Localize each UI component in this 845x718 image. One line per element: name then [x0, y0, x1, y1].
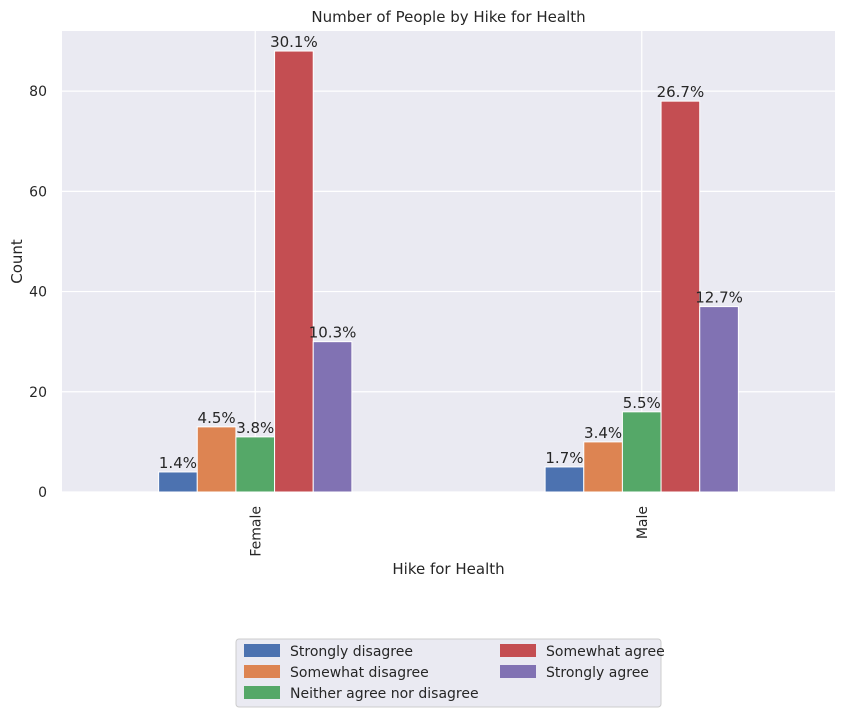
legend: Strongly disagree Somewhat disagree Neithe… [235, 638, 665, 708]
y-axis-ticks: 0 20 40 60 80 [29, 84, 47, 501]
bar-value-label: 12.7% [695, 289, 743, 307]
legend-swatch [244, 665, 280, 678]
legend-box [235, 638, 662, 708]
legend-swatch [244, 686, 280, 699]
x-tick-label: Male [635, 506, 651, 539]
bar [699, 306, 739, 493]
y-tick-label: 20 [29, 385, 47, 401]
bar-value-label: 1.7% [545, 449, 583, 467]
bar [583, 441, 623, 493]
bar-labels: 1.4% 4.5%3.8% 30.1% 10.3% 1.7%3.4%5.5% 26.7% 1… [159, 33, 743, 472]
bar-value-label: 4.5% [198, 409, 236, 427]
legend-label: Strongly disagree [290, 644, 413, 660]
legend-label: Somewhat disagree [290, 665, 429, 681]
legend-swatch [500, 644, 536, 657]
legend-swatch [500, 665, 536, 678]
bar-value-label: 30.1% [270, 33, 318, 51]
bar-value-label: 5.5% [623, 394, 661, 412]
bar-value-label: 26.7% [657, 83, 705, 101]
bar-value-label: 3.8% [236, 419, 274, 437]
bars [158, 50, 739, 493]
bar [158, 471, 198, 493]
y-tick-label: 60 [29, 184, 47, 200]
bar [660, 100, 701, 493]
y-tick-label: 40 [29, 285, 47, 301]
x-axis-ticks: Female Male [248, 506, 651, 557]
bar [274, 50, 314, 493]
bar [196, 426, 237, 493]
y-tick-label: 0 [38, 485, 47, 501]
bar-value-label: 10.3% [309, 324, 357, 342]
y-tick-label: 80 [29, 84, 47, 100]
bar [312, 341, 353, 493]
chart-title: Number of People by Hike for Health [311, 8, 585, 26]
legend-label: Strongly agree [546, 665, 649, 681]
legend-label: Somewhat agree [546, 644, 665, 660]
legend-label: Neither agree nor disagree [290, 686, 479, 702]
bar [235, 436, 276, 493]
bar [621, 411, 662, 493]
x-axis-title: Hike for Health [392, 560, 504, 578]
legend-swatch [244, 644, 280, 657]
bar [544, 466, 585, 493]
bar-value-label: 3.4% [584, 424, 622, 442]
bar-value-label: 1.4% [159, 454, 197, 472]
y-axis-title: Count [8, 239, 26, 284]
x-tick-label: Female [248, 506, 264, 557]
